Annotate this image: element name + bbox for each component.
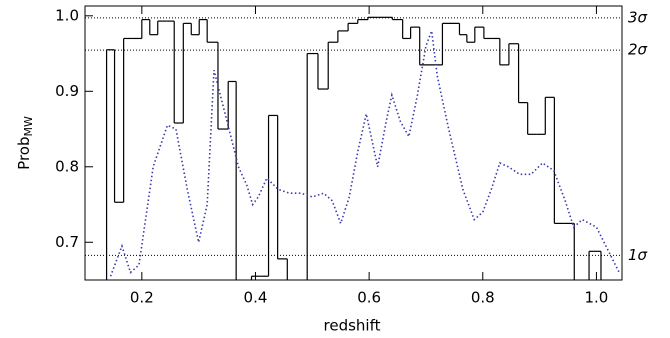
x-tick-label: 0.4 — [244, 289, 268, 307]
x-tick-label: 0.6 — [357, 289, 381, 307]
y-label-sub: MW — [22, 116, 35, 136]
y-axis-label: ProbMW — [15, 116, 36, 170]
plot-area — [85, 16, 622, 280]
y-tick-label: 0.9 — [55, 82, 79, 100]
x-tick-label: 0.2 — [130, 289, 154, 307]
y-tick-label: 1.0 — [55, 6, 79, 24]
x-tick-label: 0.8 — [471, 289, 495, 307]
x-tick-label: 1.0 — [584, 289, 608, 307]
dotted-curve — [109, 30, 620, 277]
x-axis-label: redshift — [324, 317, 381, 335]
y-label-main: Prob — [15, 137, 33, 170]
frame — [84, 5, 623, 281]
sigma-label: 3σ — [628, 8, 648, 26]
sigma-label: 1σ — [628, 246, 648, 264]
y-axis-label-group: ProbMW — [15, 116, 36, 170]
sigma-label: 2σ — [628, 41, 648, 59]
y-tick-label: 0.8 — [55, 157, 79, 175]
y-tick-label: 0.7 — [55, 233, 79, 251]
